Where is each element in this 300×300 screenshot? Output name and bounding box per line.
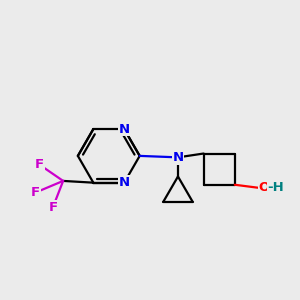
Text: F: F xyxy=(31,186,40,199)
Text: N: N xyxy=(172,151,184,164)
Text: F: F xyxy=(35,158,44,171)
Text: -H: -H xyxy=(268,181,284,194)
Text: N: N xyxy=(119,123,130,136)
Text: F: F xyxy=(48,201,57,214)
Text: N: N xyxy=(119,176,130,189)
Text: O: O xyxy=(259,181,270,194)
